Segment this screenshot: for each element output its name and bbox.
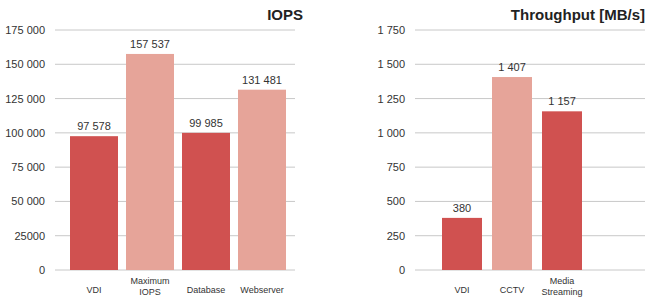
grid-line [55, 30, 295, 31]
y-tick-label: 175 000 [5, 24, 45, 36]
y-tick-label: 0 [399, 264, 405, 276]
bar [238, 90, 286, 270]
x-tick-label-line: Database [187, 285, 226, 295]
y-tick-label: 100 000 [5, 127, 45, 139]
y-tick-label: 75 000 [11, 161, 45, 173]
x-tick-label-line: VDI [454, 285, 469, 295]
y-tick-label: 500 [387, 195, 405, 207]
bars [70, 54, 286, 270]
grid-line [415, 30, 645, 31]
chart-title: Throughput [MB/s] [511, 6, 645, 23]
data-label: 380 [453, 202, 471, 214]
x-tick-label-line: IOPS [139, 287, 161, 297]
x-tick-label-line: VDI [86, 285, 101, 295]
y-tick-label: 1 500 [377, 58, 405, 70]
x-tick-label: VDI [86, 285, 101, 295]
bar [492, 77, 532, 270]
y-tick-label: 1 000 [377, 127, 405, 139]
chart-panel: IOPS 0 25000 50 000 75 000 100 000 125 000 150 … [5, 6, 303, 297]
x-tick-label: MediaStreaming [541, 276, 582, 297]
bar [126, 54, 174, 270]
y-tick-label: 25000 [14, 230, 45, 242]
x-tick-label: MaximumIOPS [130, 276, 169, 297]
x-tick-label-line: CCTV [500, 285, 525, 295]
y-tick-label: 0 [39, 264, 45, 276]
bar [442, 218, 482, 270]
y-tick-label: 750 [387, 161, 405, 173]
y-tick-label: 1 250 [377, 93, 405, 105]
data-label: 99 985 [189, 117, 223, 129]
bar [70, 136, 118, 270]
x-tick-label: VDI [454, 285, 469, 295]
x-tick-label-line: Webserver [240, 285, 283, 295]
bars [442, 77, 582, 270]
y-tick-label: 150 000 [5, 58, 45, 70]
x-tick-label-line: Maximum [130, 276, 169, 286]
y-tick-label: 50 000 [11, 195, 45, 207]
x-tick-label: Database [187, 285, 226, 295]
chart-panel: Throughput [MB/s] 0 250 500 750 1 000 1 250 1 5… [377, 6, 645, 297]
x-tick-label-line: Media [550, 276, 575, 286]
y-tick-label: 250 [387, 230, 405, 242]
data-label: 1 407 [498, 61, 526, 73]
data-label: 97 578 [77, 120, 111, 132]
grid-line [415, 64, 645, 65]
x-tick-label: Webserver [240, 285, 283, 295]
y-tick-label: 1 750 [377, 24, 405, 36]
chart-title: IOPS [267, 6, 303, 23]
y-tick-label: 125 000 [5, 93, 45, 105]
bar [182, 133, 230, 270]
bar [542, 111, 582, 270]
x-tick-label-line: Streaming [541, 287, 582, 297]
data-label: 131 481 [242, 74, 282, 86]
data-label: 1 157 [548, 95, 576, 107]
chart-canvas: IOPS 0 25000 50 000 75 000 100 000 125 000 150 … [0, 0, 652, 308]
data-label: 157 537 [130, 38, 170, 50]
x-tick-label: CCTV [500, 285, 525, 295]
grid-line [55, 64, 295, 65]
